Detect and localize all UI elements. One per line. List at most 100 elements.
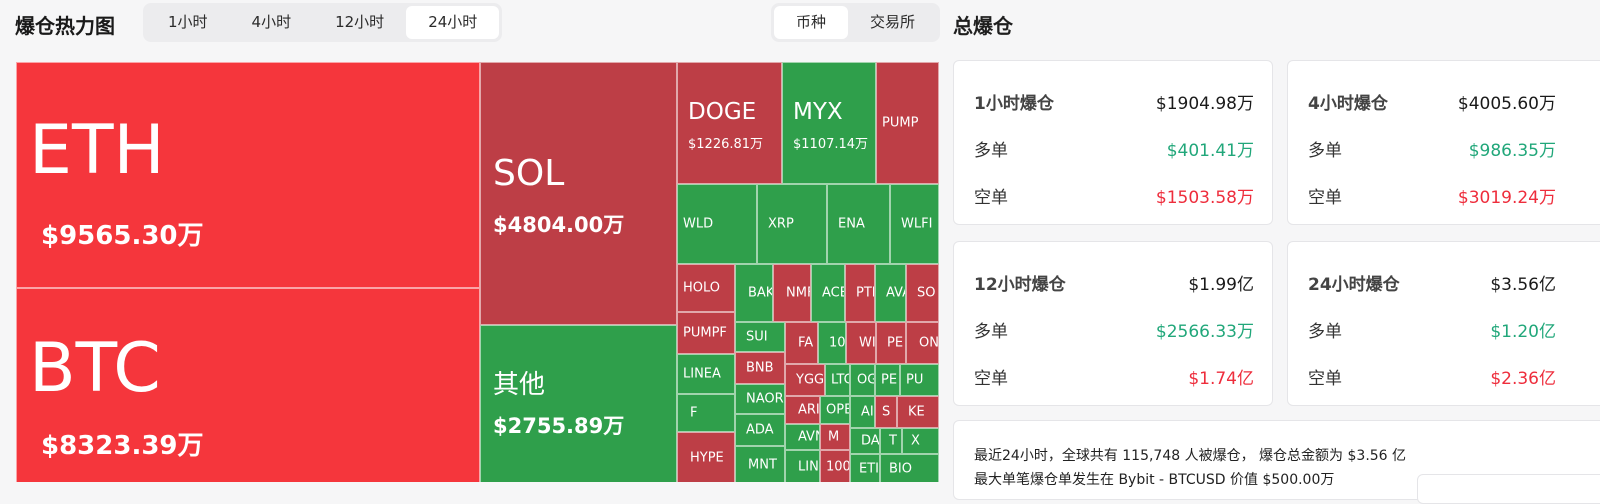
- treemap-cell[interactable]: FA: [785, 322, 818, 364]
- treemap-cell[interactable]: OG: [850, 364, 875, 396]
- summary-card-12h: 12小时爆仓 $1.99亿 多单 $2566.33万 空单 $1.74亿: [953, 241, 1273, 406]
- treemap-cell[interactable]: AVA: [875, 264, 906, 322]
- treemap-cell[interactable]: F: [677, 394, 735, 432]
- treemap-cell[interactable]: X: [902, 428, 939, 454]
- coin-name: ETI: [859, 461, 879, 477]
- coin-name: BAK: [748, 285, 773, 301]
- coin-name: 100: [826, 459, 850, 475]
- treemap-cell[interactable]: BTC $8323.39万: [16, 288, 480, 482]
- tab-coin[interactable]: 币种: [774, 6, 848, 39]
- coin-name: SUI: [746, 329, 768, 345]
- treemap-cell[interactable]: ARIA: [785, 396, 820, 424]
- treemap-cell[interactable]: AI: [850, 396, 875, 428]
- card-total: $1.99亿: [1188, 275, 1254, 295]
- coin-name: SO: [917, 285, 936, 301]
- treemap-cell[interactable]: 100: [818, 322, 846, 364]
- card-label: 1小时爆仓: [974, 94, 1054, 114]
- treemap-cell[interactable]: XRP: [757, 184, 827, 264]
- coin-value: $1226.81万: [688, 137, 764, 152]
- treemap-cell[interactable]: ETH $9565.30万: [16, 62, 480, 288]
- short-label: 空单: [974, 188, 1008, 208]
- treemap-cell[interactable]: ENA: [827, 184, 890, 264]
- long-value: $401.41万: [1166, 141, 1254, 161]
- treemap-cell[interactable]: PU: [900, 364, 939, 396]
- treemap-cell[interactable]: BAK: [735, 264, 773, 322]
- treemap-cell[interactable]: NAOR: [735, 384, 785, 414]
- treemap-cell[interactable]: HYPE: [677, 432, 735, 482]
- treemap-cell[interactable]: WLD: [677, 184, 757, 264]
- heatmap-header: 爆仓热力图 1小时 4小时 12小时 24小时 币种 交易所: [0, 0, 940, 46]
- coin-name: WLD: [683, 216, 714, 232]
- info-line-2: 最大单笔爆仓单发生在 Bybit - BTCUSD 价值 $500.00万: [974, 472, 1335, 488]
- treemap-cell[interactable]: PE: [876, 322, 906, 364]
- coin-name: X: [911, 433, 920, 449]
- group-tabs: 币种 交易所: [771, 3, 940, 42]
- treemap-cell[interactable]: ACE: [811, 264, 845, 322]
- treemap-cell[interactable]: KE: [897, 396, 939, 428]
- coin-name: MYX: [793, 99, 843, 125]
- treemap-cell[interactable]: SUI: [735, 322, 785, 352]
- treemap-cell[interactable]: ON: [906, 322, 939, 364]
- treemap-cell[interactable]: PTI: [845, 264, 875, 322]
- treemap-cell[interactable]: PUMPF: [677, 312, 735, 354]
- treemap-cell[interactable]: YGG: [785, 364, 825, 396]
- long-label: 多单: [974, 322, 1008, 342]
- short-value: $3019.24万: [1457, 188, 1556, 208]
- long-label: 多单: [974, 141, 1008, 161]
- treemap-cell[interactable]: PE: [875, 364, 900, 396]
- coin-name: BTC: [29, 329, 161, 408]
- coin-name: MNT: [748, 457, 777, 473]
- treemap-cell[interactable]: WI: [846, 322, 876, 364]
- coin-value: $4804.00万: [493, 213, 625, 237]
- liquidation-treemap: ETH $9565.30万 BTC $8323.39万 SOL $4804.00…: [16, 62, 939, 482]
- floating-panel: [1417, 474, 1600, 504]
- treemap-cell[interactable]: HOLO: [677, 264, 735, 312]
- treemap-cell[interactable]: AVN: [785, 424, 820, 450]
- tab-12h[interactable]: 12小时: [335, 13, 385, 31]
- coin-name: LINEA: [683, 366, 721, 382]
- tab-exchange[interactable]: 交易所: [870, 13, 916, 31]
- coin-name: WLFI: [901, 216, 933, 232]
- treemap-cell[interactable]: LINK: [785, 450, 820, 482]
- treemap-cell[interactable]: BNB: [735, 352, 785, 384]
- coin-name: S: [882, 404, 891, 420]
- coin-name: 其他: [493, 370, 546, 400]
- coin-name: KE: [908, 404, 925, 420]
- treemap-cell[interactable]: ETI: [850, 454, 880, 482]
- treemap-cell[interactable]: LTC: [825, 364, 850, 396]
- tab-4h[interactable]: 4小时: [251, 13, 292, 31]
- short-label: 空单: [974, 369, 1008, 389]
- treemap-cell[interactable]: SO: [906, 264, 939, 322]
- treemap-cell[interactable]: BIO: [880, 454, 939, 482]
- coin-value: $8323.39万: [41, 431, 204, 461]
- coin-name: FA: [798, 335, 814, 351]
- treemap-cell[interactable]: DOGE $1226.81万: [677, 62, 782, 184]
- treemap-cell[interactable]: OPE: [820, 396, 850, 424]
- coin-name: DA: [861, 433, 880, 449]
- treemap-cell[interactable]: NMF: [773, 264, 811, 322]
- card-total: $4005.60万: [1457, 94, 1556, 114]
- treemap-cell[interactable]: SOL $4804.00万: [480, 62, 677, 325]
- coin-name: NMF: [786, 285, 810, 301]
- treemap-cell[interactable]: 其他 $2755.89万: [480, 325, 677, 482]
- coin-name: PUMPF: [683, 325, 727, 341]
- coin-name: T: [889, 433, 897, 449]
- tab-24h[interactable]: 24小时: [406, 6, 500, 39]
- summary-title: 总爆仓: [953, 14, 1013, 38]
- coin-name: WI: [859, 335, 876, 351]
- treemap-cell[interactable]: 100: [820, 450, 850, 482]
- treemap-cell[interactable]: M: [820, 424, 850, 450]
- summary-card-1h: 1小时爆仓 $1904.98万 多单 $401.41万 空单 $1503.58万: [953, 60, 1273, 225]
- treemap-cell[interactable]: T: [880, 428, 902, 454]
- treemap-cell[interactable]: PUMP: [876, 62, 939, 184]
- coin-name: BNB: [746, 360, 774, 376]
- tab-1h[interactable]: 1小时: [168, 13, 208, 31]
- treemap-cell[interactable]: S: [875, 396, 897, 428]
- treemap-cell[interactable]: MNT: [735, 446, 785, 482]
- treemap-cell[interactable]: WLFI: [890, 184, 939, 264]
- coin-name: OPE: [826, 402, 850, 418]
- treemap-cell[interactable]: DA: [850, 428, 880, 454]
- treemap-cell[interactable]: MYX $1107.14万: [782, 62, 876, 184]
- treemap-cell[interactable]: ADA: [735, 414, 785, 446]
- treemap-cell[interactable]: LINEA: [677, 354, 735, 394]
